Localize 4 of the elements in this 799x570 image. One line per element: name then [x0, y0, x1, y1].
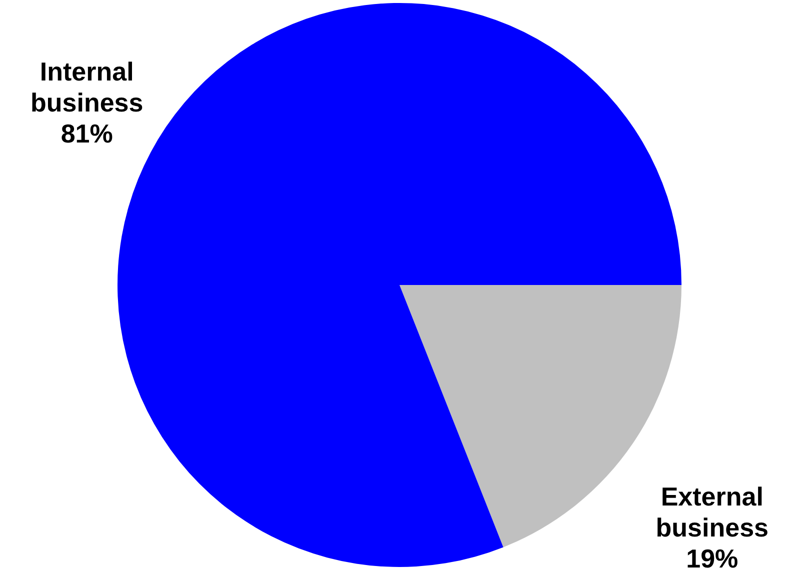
slice-label: Internal business [30, 56, 144, 118]
data-label: 81% [60, 118, 113, 149]
slice-label: External business [656, 481, 768, 542]
data-label: 19% [686, 543, 738, 570]
